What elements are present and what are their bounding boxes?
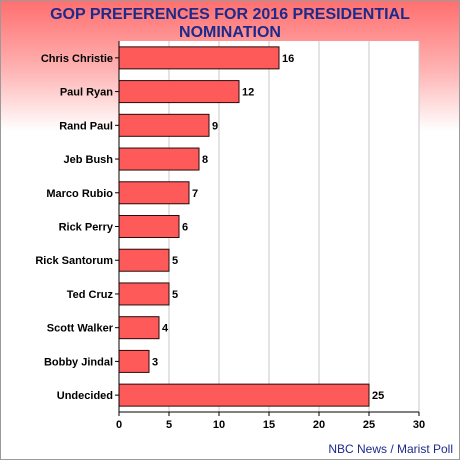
bar — [118, 147, 200, 171]
value-label: 6 — [182, 222, 188, 234]
value-label: 25 — [372, 390, 384, 402]
category-label: Chris Christie — [41, 53, 113, 65]
bar — [118, 46, 280, 70]
bars: 16 12 9 8 7 6 5 5 4 3 25 — [118, 46, 384, 407]
x-tick-label: 0 — [116, 419, 122, 431]
category-label: Rand Paul — [59, 120, 113, 132]
x-tick-label: 15 — [263, 419, 275, 431]
bar — [118, 113, 210, 137]
x-tick-label: 10 — [213, 419, 225, 431]
bar — [118, 181, 190, 205]
value-label: 7 — [192, 188, 198, 200]
value-label: 9 — [212, 120, 218, 132]
category-label: Bobby Jindal — [44, 356, 113, 368]
x-tick-label: 5 — [166, 419, 172, 431]
value-label: 16 — [282, 53, 294, 65]
chart-title: GOP PREFERENCES FOR 2016 PRESIDENTIAL NO… — [1, 6, 459, 42]
chart-title-line-2: NOMINATION — [179, 24, 281, 41]
value-label: 4 — [162, 323, 169, 335]
source-credit: NBC News / Marist Poll — [328, 442, 453, 456]
value-label: 5 — [172, 255, 178, 267]
category-label: Rick Santorum — [35, 255, 113, 267]
category-label: Marco Rubio — [46, 188, 113, 200]
bar — [118, 383, 370, 407]
bar — [118, 80, 240, 104]
bar — [118, 349, 150, 373]
category-label: Undecided — [57, 390, 113, 402]
x-tick-label: 25 — [363, 419, 375, 431]
category-label: Rick Perry — [59, 222, 114, 234]
bar — [118, 248, 170, 272]
x-tick-label: 20 — [313, 419, 325, 431]
category-label: Scott Walker — [47, 323, 114, 335]
x-tick-label: 30 — [413, 419, 425, 431]
value-label: 8 — [202, 154, 208, 166]
category-label: Paul Ryan — [60, 87, 113, 99]
axes: Chris Christie Paul Ryan Rand Paul Jeb Bush… — [35, 41, 425, 431]
bar — [118, 215, 180, 238]
bar — [118, 316, 160, 340]
category-label: Jeb Bush — [63, 154, 113, 166]
bar — [118, 282, 170, 306]
category-label: Ted Cruz — [67, 289, 114, 301]
value-label: 5 — [172, 289, 178, 301]
chart-title-line-1: GOP PREFERENCES FOR 2016 PRESIDENTIAL — [50, 6, 410, 23]
value-label: 12 — [242, 87, 254, 99]
value-label: 3 — [152, 356, 158, 368]
